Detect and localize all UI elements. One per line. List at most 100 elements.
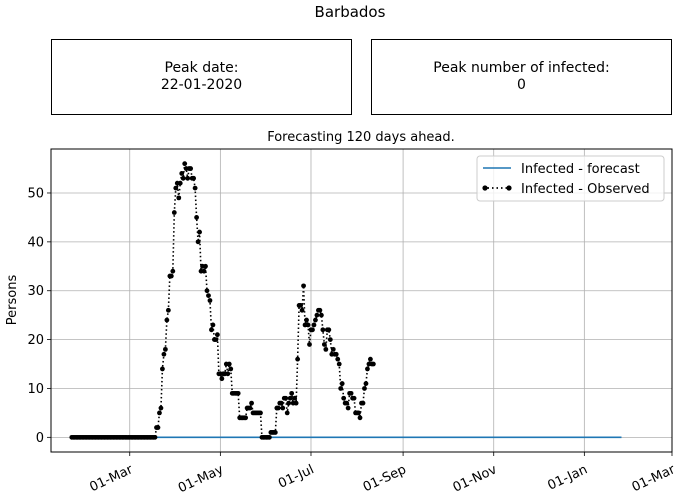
x-tick-label: 01-Nov — [451, 462, 500, 495]
x-tick-label: 01-Jul — [276, 462, 316, 492]
observed-point — [289, 390, 295, 396]
observed-point — [280, 405, 286, 411]
observed-point — [164, 317, 170, 323]
peak-date-value: 22-01-2020 — [160, 77, 243, 93]
observed-point — [195, 239, 201, 245]
observed-point — [177, 180, 183, 186]
observed-point — [182, 161, 188, 167]
y-tick-label: 50 — [27, 186, 44, 201]
chart-title: Forecasting 120 days ahead. — [267, 130, 455, 145]
x-tick-label: 01-Sep — [361, 462, 409, 495]
axes-frame — [50, 148, 673, 453]
observed-point — [338, 386, 344, 391]
y-tick-label: 40 — [27, 235, 44, 250]
observed-point — [165, 307, 171, 313]
observed-point — [293, 400, 299, 406]
observed-point — [185, 175, 191, 181]
observed-point — [194, 215, 199, 220]
observed-point — [344, 400, 350, 406]
observed-point — [351, 395, 357, 401]
observed-point — [286, 400, 292, 406]
observed-point — [201, 268, 207, 274]
observed-point — [341, 395, 347, 401]
observed-point — [310, 327, 315, 333]
y-tick-label: 20 — [27, 333, 44, 348]
observed-point — [180, 175, 186, 181]
observed-point — [247, 405, 253, 411]
observed-point — [335, 356, 341, 362]
observed-point — [225, 371, 231, 377]
observed-point — [266, 434, 272, 440]
observed-point — [345, 405, 351, 411]
legend-observed-marker-right — [506, 185, 512, 191]
observed-point — [278, 400, 284, 406]
observed-point — [173, 185, 179, 191]
observed-point — [311, 322, 317, 328]
x-tick-label: 01-Mar — [630, 462, 678, 495]
observed-point — [275, 405, 281, 411]
plot-area — [69, 161, 622, 440]
figure-title: Barbados — [314, 3, 386, 21]
y-axis-label: Persons — [5, 275, 20, 326]
observed-point — [214, 332, 220, 338]
observed-point — [321, 342, 327, 347]
observed-point — [243, 415, 249, 421]
observed-point — [161, 351, 167, 357]
observed-point — [301, 283, 306, 289]
observed-point — [152, 434, 158, 440]
x-tick-label: 01-Mar — [87, 462, 135, 495]
observed-point — [314, 312, 320, 318]
observed-point — [292, 395, 298, 401]
observed-point — [287, 395, 293, 401]
observed-point — [157, 410, 162, 416]
observed-point — [336, 361, 342, 367]
legend-observed-marker-left — [482, 185, 488, 191]
observed-point — [213, 337, 219, 342]
observed-point — [326, 327, 332, 333]
observed-point — [209, 327, 214, 333]
peak-infected-box: Peak number of infected: 0 — [371, 39, 672, 115]
observed-point — [323, 346, 329, 352]
observed-point — [188, 166, 194, 171]
observed-point — [226, 361, 232, 367]
observed-point — [313, 317, 318, 323]
observed-point — [162, 346, 168, 352]
observed-point — [318, 312, 324, 318]
observed-point — [170, 268, 176, 274]
observed-point — [160, 366, 165, 372]
observed-point — [363, 381, 369, 386]
y-tick-label: 10 — [27, 382, 44, 397]
observed-point — [219, 376, 225, 382]
observed-point — [368, 356, 373, 362]
observed-point — [192, 185, 198, 191]
legend-frame — [476, 155, 665, 202]
observed-point — [370, 361, 376, 367]
legend: Infected - forecast Infected - Observed — [476, 155, 665, 202]
observed-point — [176, 195, 182, 201]
observed-point — [298, 302, 303, 308]
observed-point — [307, 342, 312, 347]
peak-date-box: Peak date: 22-01-2020 — [51, 39, 352, 115]
observed-point — [168, 273, 174, 279]
observed-point — [305, 322, 311, 328]
legend-observed-label: Infected - Observed — [521, 182, 650, 197]
observed-point — [249, 400, 254, 406]
observed-point — [283, 395, 289, 401]
observed-point — [357, 415, 363, 421]
observed-point — [339, 381, 345, 386]
observed-point — [320, 327, 326, 333]
observed-point — [304, 317, 309, 323]
axis-ticks: 01-Mar 01-May 01-Jul 01-Sep 01-Nov 01-Jan 01-M… — [27, 186, 678, 496]
x-tick-label: 01-May — [176, 462, 226, 496]
x-tick-label: 01-Jan — [545, 462, 589, 493]
observed-point — [284, 410, 290, 416]
observed-line — [71, 163, 374, 439]
observed-point — [330, 346, 336, 352]
observed-point — [206, 293, 211, 299]
observed-point — [356, 410, 361, 416]
observed-point — [333, 351, 339, 357]
observed-point — [155, 425, 161, 430]
observed-point — [360, 400, 366, 406]
observed-point — [207, 298, 213, 303]
